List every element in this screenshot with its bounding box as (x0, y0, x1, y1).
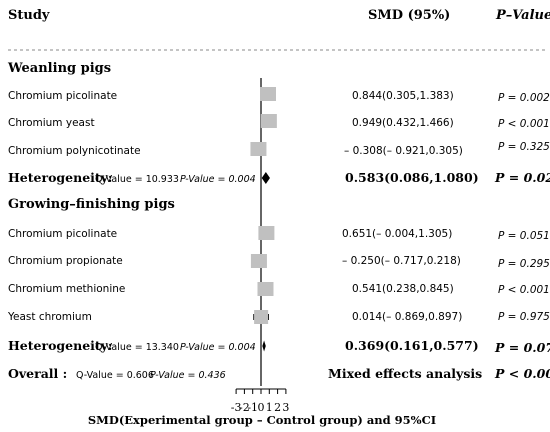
study-p: P < 0.001 (498, 118, 550, 130)
study-ci: 0.541(0.238,0.845) (352, 283, 454, 295)
study-name: Chromium yeast (8, 117, 95, 129)
study-ci: – 0.250(– 0.717,0.218) (342, 255, 461, 267)
x-tick-label: 0 (258, 401, 265, 414)
study-p: P < 0.001 (498, 284, 550, 296)
heterogeneity-p: P-Value = 0.004 (180, 174, 256, 185)
effect-box (254, 310, 269, 324)
effect-box (250, 254, 267, 268)
heterogeneity-q: Q-Value = 13.340 (95, 342, 179, 353)
study-p: P = 0.325 (498, 141, 550, 153)
study-p: P = 0.975 (498, 311, 550, 323)
study-ci: 0.949(0.432,1.466) (352, 117, 454, 129)
effect-box (260, 87, 277, 101)
x-tick-label: 1 (266, 401, 273, 414)
study-name: Chromium polynicotinate (8, 145, 141, 157)
x-tick-label: -2 (239, 401, 250, 414)
group-title-growing-finishing: Growing–finishing pigs (8, 197, 175, 212)
overall-label: Overall : (8, 366, 67, 381)
x-tick-label: -3 (231, 401, 242, 414)
study-name: Chromium methionine (8, 283, 125, 295)
heterogeneity-label: Heterogeneity: (8, 170, 113, 185)
pooled-p: P = 0.022 (494, 170, 550, 185)
effect-box (260, 114, 277, 128)
plot-area: -3-2-1 0 1 2 3 (231, 78, 289, 414)
study-name: Chromium picolinate (8, 90, 117, 102)
group-title-weanling: Weanling pigs (7, 61, 111, 76)
study-p: P = 0.051 (498, 230, 550, 242)
header-study: Study (8, 8, 50, 23)
heterogeneity-q: Q-Value = 10.933 (95, 174, 179, 185)
x-tick-label: 3 (282, 401, 289, 414)
x-axis-label: SMD(Experimental group – Control group) … (88, 413, 436, 427)
pooled-ci: 0.369(0.161,0.577) (345, 338, 479, 353)
effect-box (250, 142, 267, 156)
study-ci: 0.844(0.305,1.383) (352, 90, 454, 102)
overall-model: Mixed effects analysis (328, 366, 482, 381)
overall-pooled-p: P < 0.001 (494, 366, 550, 381)
study-name: Chromium propionate (8, 255, 123, 267)
heterogeneity-label: Heterogeneity: (8, 338, 113, 353)
pooled-diamond (262, 340, 266, 352)
study-ci: 0.651(– 0.004,1.305) (342, 228, 452, 240)
study-name: Chromium picolinate (8, 228, 117, 240)
overall-q: Q-Value = 0.606 (76, 370, 154, 381)
header-p: P–Value (495, 8, 550, 23)
effect-box (258, 226, 275, 240)
effect-box (257, 282, 274, 296)
overall-p: P-Value = 0.436 (150, 370, 226, 381)
pooled-ci: 0.583(0.086,1.080) (345, 170, 479, 185)
study-p: P = 0.002 (498, 92, 550, 104)
study-ci: – 0.308(– 0.921,0.305) (344, 145, 463, 157)
x-tick-label: 2 (274, 401, 281, 414)
pooled-diamond (261, 172, 270, 184)
header-smd: SMD (95%) (368, 8, 450, 23)
heterogeneity-p: P-Value = 0.004 (180, 342, 256, 353)
pooled-p: P = 0.071 (494, 340, 550, 355)
study-p: P = 0.295 (498, 258, 550, 270)
study-ci: 0.014(– 0.869,0.897) (352, 311, 462, 323)
x-tick-label: -1 (247, 401, 258, 414)
study-name: Yeast chromium (7, 311, 92, 323)
